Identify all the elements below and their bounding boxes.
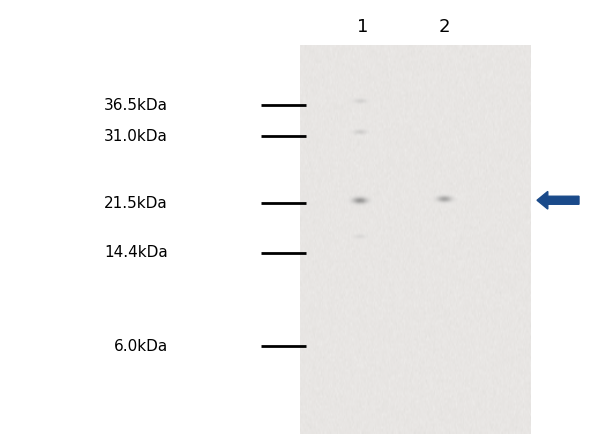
Text: 6.0kDa: 6.0kDa [114, 339, 168, 354]
Text: 1: 1 [358, 18, 368, 36]
Bar [300, 45, 531, 434]
Text: 2: 2 [438, 18, 450, 36]
Text: 14.4kDa: 14.4kDa [104, 245, 168, 260]
Text: 36.5kDa: 36.5kDa [104, 97, 168, 113]
FancyArrow shape [537, 191, 579, 209]
Text: 21.5kDa: 21.5kDa [104, 196, 168, 211]
Text: 31.0kDa: 31.0kDa [104, 129, 168, 144]
